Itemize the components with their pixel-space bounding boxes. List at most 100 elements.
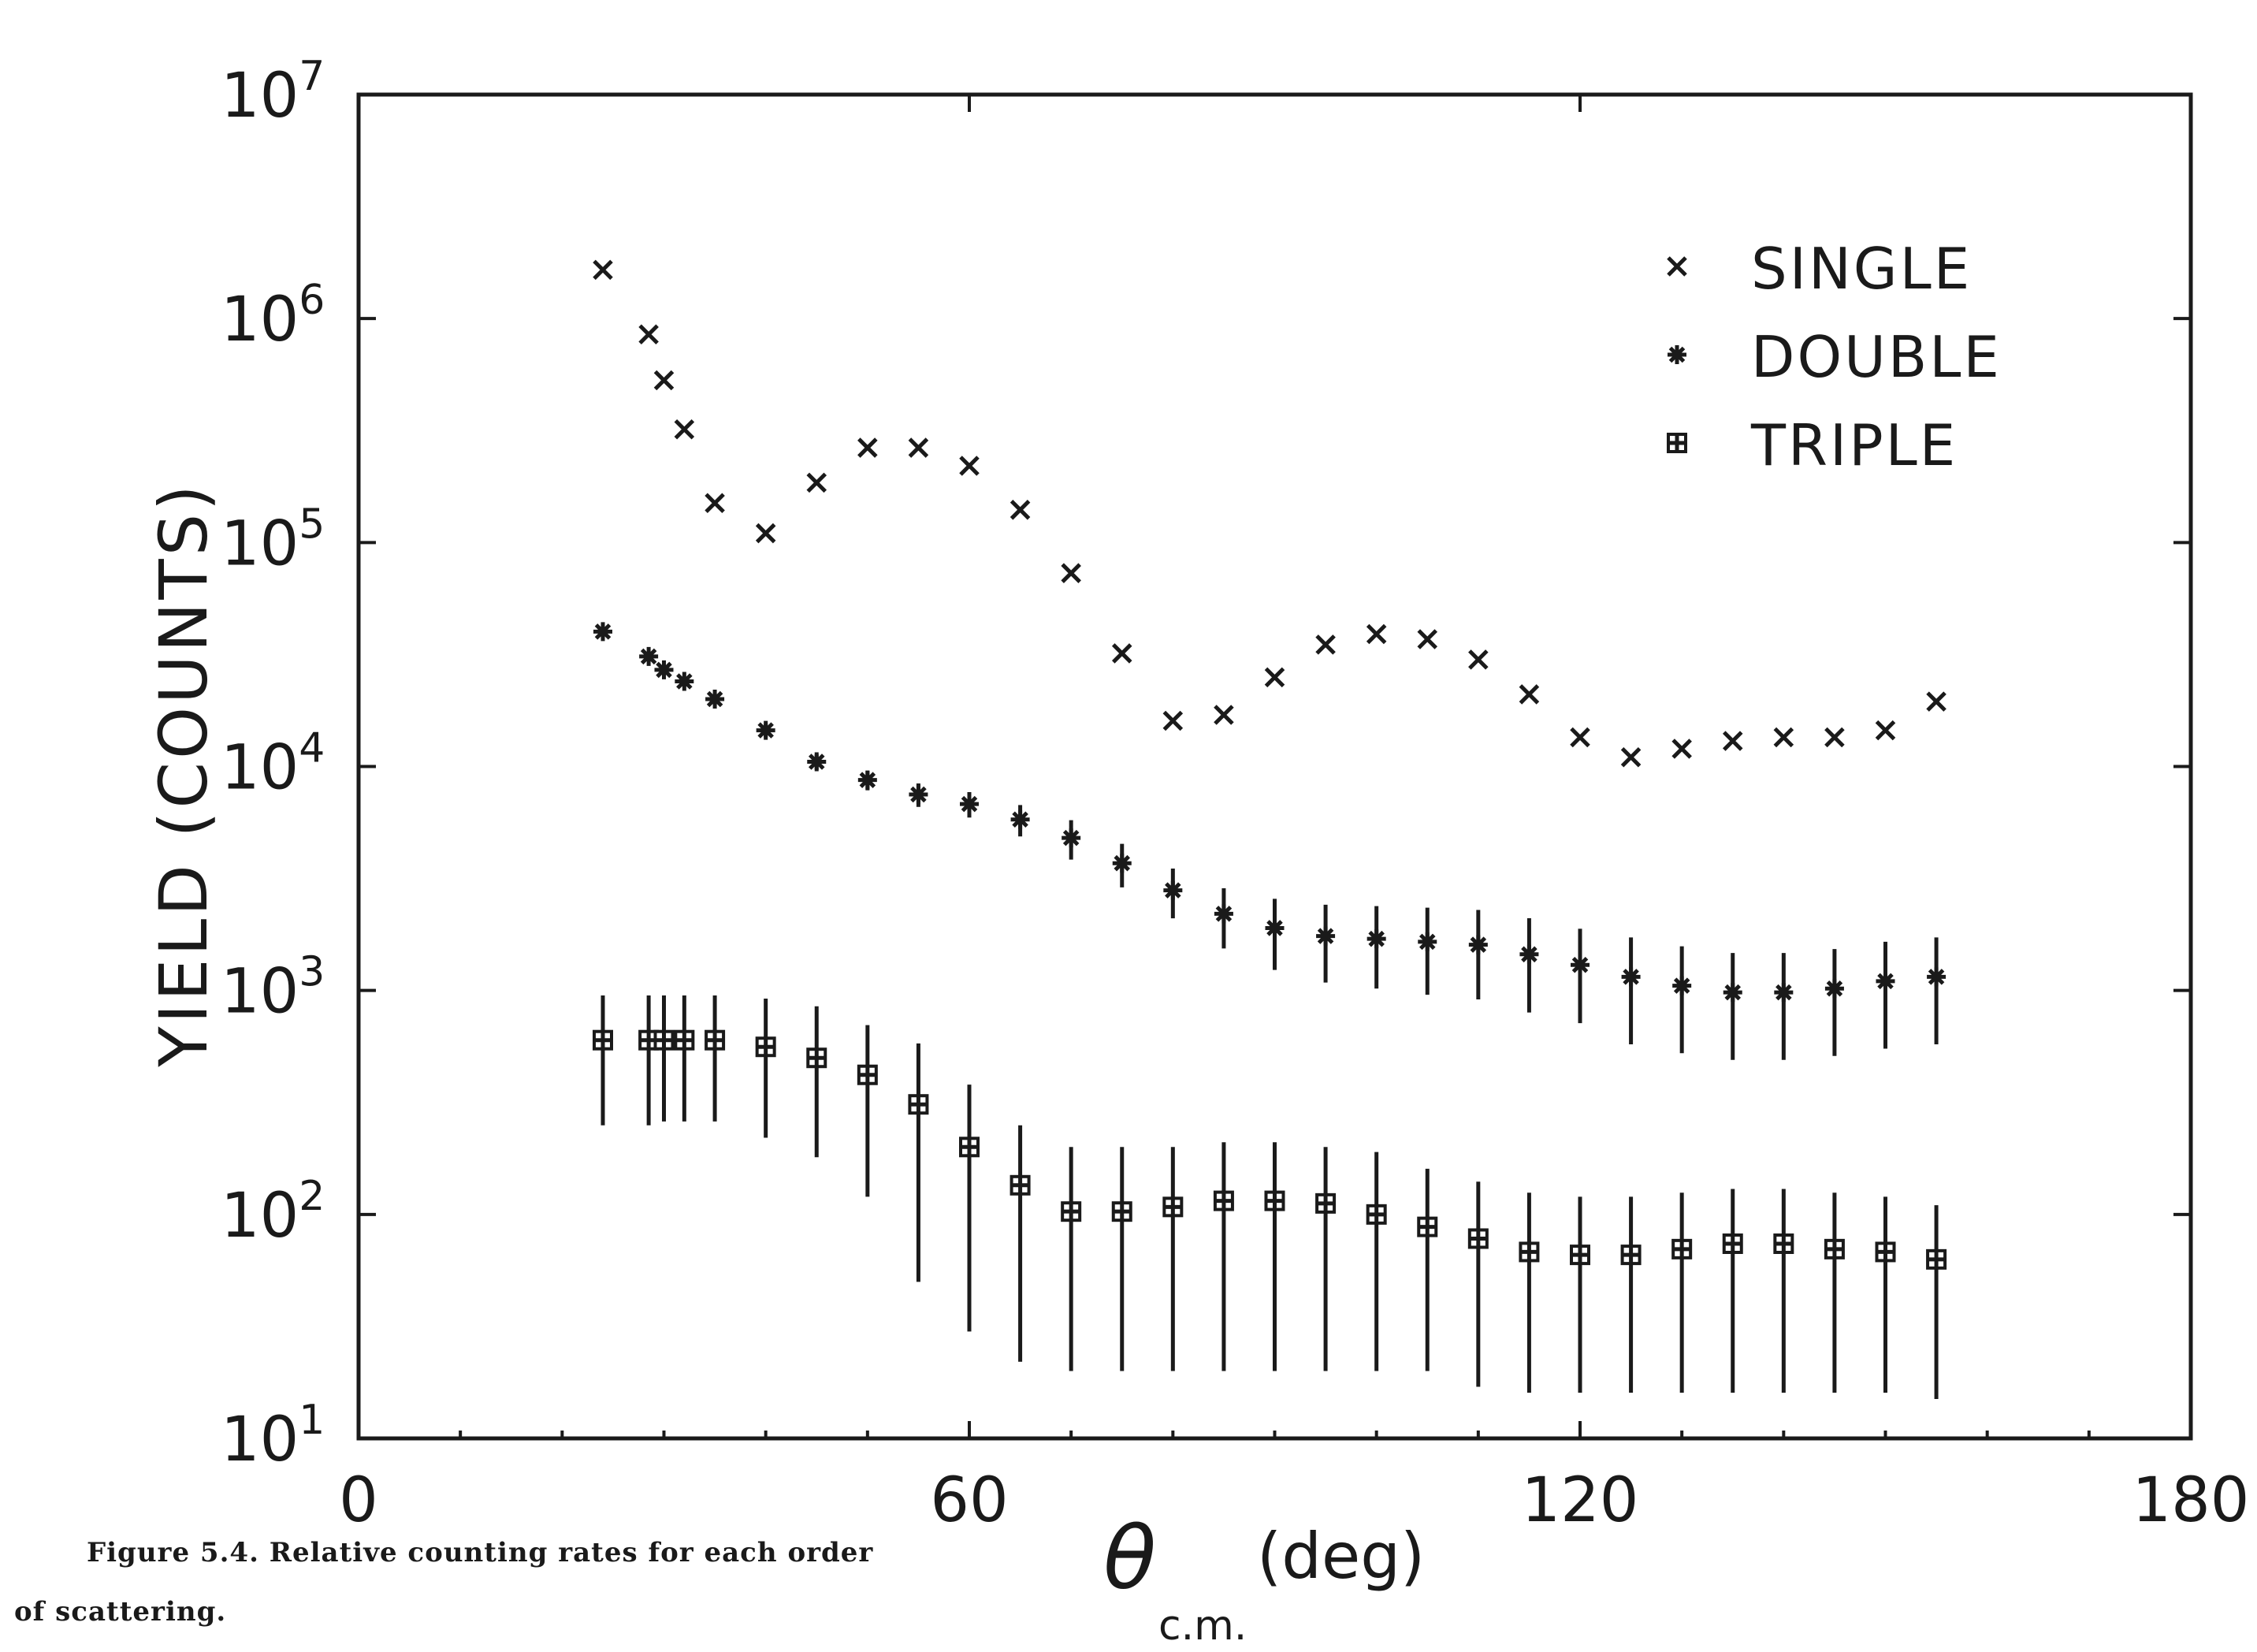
triple-point-cross xyxy=(1113,1203,1131,1221)
triple-point xyxy=(1417,1216,1438,1237)
double-point xyxy=(1316,926,1336,946)
single-point xyxy=(1010,500,1031,520)
y-tick-label: 106 xyxy=(221,277,325,355)
x-tick-label: 0 xyxy=(339,1465,378,1536)
triple-point-cross xyxy=(1876,1243,1894,1261)
triple-point xyxy=(1926,1248,1947,1270)
triple-point-cross xyxy=(1825,1240,1843,1258)
double-point xyxy=(756,720,775,740)
x-tick-label: 120 xyxy=(1522,1465,1639,1536)
triple-point-cross xyxy=(961,1138,978,1156)
single-point xyxy=(857,437,878,458)
double-point xyxy=(1010,809,1030,829)
x-axis-label-unit: (deg) xyxy=(1257,1520,1425,1593)
legend-marker-double xyxy=(1668,345,1686,364)
single-point xyxy=(638,324,659,344)
double-point xyxy=(1163,880,1183,900)
single-point xyxy=(1722,731,1743,751)
single-point xyxy=(674,419,695,440)
double-point xyxy=(593,622,612,642)
triple-point xyxy=(908,1094,929,1115)
single-point xyxy=(705,493,725,514)
triple-point-cross xyxy=(757,1038,775,1056)
double-point xyxy=(1774,983,1794,1003)
double-point xyxy=(675,672,694,691)
triple-point-cross xyxy=(1469,1230,1487,1248)
single-point xyxy=(1824,727,1845,748)
double-point xyxy=(1571,955,1590,975)
x-tick-label: 180 xyxy=(2132,1465,2250,1536)
single-point xyxy=(1162,710,1184,731)
y-tick-label: 101 xyxy=(221,1397,325,1475)
y-tick-label: 102 xyxy=(221,1173,325,1252)
triple-point xyxy=(1111,1201,1132,1222)
triple-point-cross xyxy=(1011,1176,1029,1194)
triple-point xyxy=(1824,1238,1845,1259)
triple-point xyxy=(959,1137,980,1158)
double-point xyxy=(1062,828,1081,848)
single-point xyxy=(806,472,827,493)
double-point xyxy=(1876,971,1895,991)
triple-point-cross xyxy=(1775,1234,1793,1252)
double-point xyxy=(1723,983,1742,1003)
triple-point-cross xyxy=(1367,1205,1385,1223)
triple-point-cross xyxy=(808,1049,826,1067)
double-point xyxy=(1112,854,1132,873)
legend-entry-triple: TRIPLE xyxy=(1667,412,1955,478)
legend-marker-triple-cross xyxy=(1668,434,1686,452)
triple-point xyxy=(806,1047,827,1069)
single-point xyxy=(1875,720,1896,741)
double-point xyxy=(1672,976,1692,995)
y-tick-label: 105 xyxy=(221,500,325,579)
triple-point xyxy=(593,1029,613,1051)
series-triple xyxy=(593,995,1947,1399)
chart-legend: SINGLE DOUBLE TRIPLE xyxy=(1667,236,2002,478)
triple-point xyxy=(1315,1192,1337,1214)
triple-point xyxy=(755,1036,776,1058)
double-point xyxy=(1214,904,1233,924)
triple-point-cross xyxy=(1214,1192,1233,1210)
triple-point xyxy=(1773,1233,1794,1254)
single-point xyxy=(1264,667,1285,688)
double-point xyxy=(1824,979,1844,999)
triple-point xyxy=(1570,1245,1590,1266)
triple-point xyxy=(1519,1241,1540,1263)
triple-point xyxy=(1875,1241,1896,1263)
triple-point-cross xyxy=(1571,1246,1589,1264)
single-point xyxy=(1061,563,1081,583)
triple-point xyxy=(1366,1204,1387,1225)
triple-point-cross xyxy=(858,1066,876,1084)
single-point xyxy=(908,437,929,458)
triple-point-cross xyxy=(675,1031,693,1049)
single-point xyxy=(653,370,675,391)
single-point xyxy=(1570,727,1590,748)
legend-label-double: DOUBLE xyxy=(1751,324,2002,390)
double-point xyxy=(1418,932,1437,951)
single-point xyxy=(593,259,613,281)
double-point xyxy=(1265,918,1285,938)
legend-entry-double: DOUBLE xyxy=(1668,324,2002,390)
triple-point xyxy=(705,1029,726,1051)
series-double xyxy=(593,622,1947,1060)
x-axis-label-subscript: c.m. xyxy=(1158,1602,1247,1650)
single-point xyxy=(1519,684,1540,705)
double-point xyxy=(857,770,877,790)
double-point xyxy=(1621,967,1641,987)
triple-point xyxy=(674,1029,695,1051)
chart-marks xyxy=(593,259,1947,1399)
double-point xyxy=(639,646,659,666)
x-axis-label: θ c.m. (deg) xyxy=(1103,1508,1425,1650)
single-point xyxy=(1468,649,1489,670)
double-point xyxy=(1519,944,1539,964)
y-tick-label: 103 xyxy=(221,949,325,1028)
triple-point xyxy=(1264,1190,1285,1211)
single-point xyxy=(1620,746,1642,768)
single-point xyxy=(1366,623,1387,645)
single-point xyxy=(1926,691,1947,712)
double-point xyxy=(909,785,928,804)
single-point xyxy=(1111,643,1132,664)
double-point xyxy=(1927,967,1947,987)
series-single xyxy=(593,259,1947,768)
single-point xyxy=(1315,634,1336,655)
